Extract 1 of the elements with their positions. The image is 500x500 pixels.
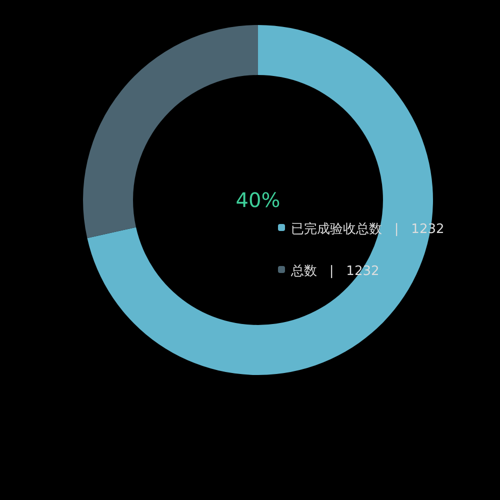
text: 40% bbox=[236, 188, 280, 212]
